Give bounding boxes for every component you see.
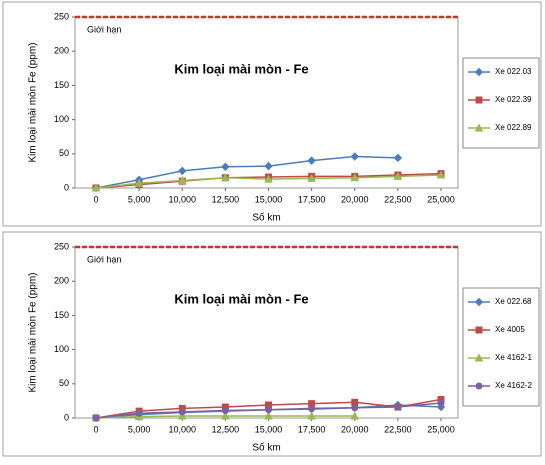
marker	[350, 411, 360, 420]
legend-marker	[475, 96, 483, 104]
x-tick-label: 5,000	[128, 194, 151, 204]
x-tick-label: 17,500	[298, 194, 326, 204]
marker	[350, 152, 359, 161]
marker	[436, 170, 446, 179]
legend-marker	[474, 123, 484, 132]
marker	[265, 406, 272, 414]
limit-label: Giới hạn	[87, 24, 121, 34]
marker	[177, 411, 187, 420]
legend-marker	[474, 353, 484, 362]
marker	[264, 161, 273, 171]
y-axis-title: Kim loại mài mòn Fe (ppm)	[28, 42, 39, 162]
marker	[437, 399, 445, 407]
legend-label: Xe 022.03	[495, 67, 532, 76]
marker	[178, 408, 186, 416]
marker	[177, 175, 187, 184]
marker	[351, 404, 359, 412]
x-tick-label: 25,000	[427, 194, 455, 204]
x-tick-label: 20,000	[341, 194, 369, 204]
legend-marker	[474, 67, 484, 77]
x-tick-label: 25,000	[427, 424, 455, 434]
x-tick-label: 22,500	[384, 194, 412, 204]
legend-label: Xe 022.68	[495, 297, 532, 306]
y-tick-label: 0	[64, 182, 69, 192]
marker	[264, 411, 273, 420]
y-tick-label: 0	[64, 412, 69, 422]
y-tick-label: 150	[54, 80, 69, 90]
y-tick-label: 50	[59, 378, 69, 388]
y-tick-label: 250	[54, 241, 69, 251]
x-tick-label: 17,500	[298, 424, 326, 434]
x-tick-label: 10,000	[168, 194, 196, 204]
marker	[135, 409, 143, 417]
marker	[221, 173, 230, 182]
chart-title: Kim loại mài mòn - Fe	[174, 61, 308, 76]
limit-label: Giới hạn	[87, 254, 121, 264]
marker	[393, 153, 403, 163]
y-tick-label: 100	[54, 114, 69, 124]
plot-area	[74, 246, 459, 419]
y-tick-label: 200	[54, 46, 69, 56]
marker	[91, 183, 101, 192]
legend-label: Xe 4162-1	[495, 353, 532, 362]
x-tick-label: 0	[93, 424, 98, 434]
x-tick-label: 0	[93, 194, 98, 204]
y-tick-label: 100	[54, 344, 69, 354]
legend-label: Xe 022.39	[495, 95, 532, 104]
x-tick-label: 22,500	[384, 424, 412, 434]
marker	[308, 404, 316, 412]
marker	[178, 166, 187, 176]
marker	[264, 174, 273, 183]
marker	[134, 178, 144, 187]
marker	[221, 411, 230, 420]
y-tick-label: 200	[54, 276, 69, 286]
x-tick-label: 15,000	[255, 194, 283, 204]
marker	[221, 162, 230, 172]
x-tick-label: 12,500	[212, 194, 240, 204]
legend-marker	[475, 382, 483, 390]
marker	[393, 171, 403, 180]
y-axis-title: Kim loại mài mòn Fe (ppm)	[28, 272, 39, 392]
marker	[92, 414, 100, 422]
legend-label: Xe 4162-2	[495, 381, 532, 390]
x-tick-label: 5,000	[128, 424, 151, 434]
legend-marker	[474, 297, 484, 307]
marker	[307, 411, 316, 420]
series-line	[95, 155, 398, 189]
marker	[307, 156, 316, 165]
x-axis-title: Số km	[252, 212, 280, 224]
x-tick-label: 10,000	[168, 424, 196, 434]
y-tick-label: 250	[54, 11, 69, 21]
legend-label: Xe 4005	[495, 325, 525, 334]
chart-title: Kim loại mài mòn - Fe	[174, 291, 308, 306]
marker	[221, 406, 229, 414]
marker	[350, 173, 360, 182]
y-tick-label: 150	[54, 310, 69, 320]
x-tick-label: 12,500	[212, 424, 240, 434]
plot-area	[74, 16, 459, 189]
x-axis-title: Số km	[252, 442, 280, 454]
y-tick-label: 50	[59, 148, 69, 158]
marker	[394, 403, 402, 411]
x-tick-label: 20,000	[341, 424, 369, 434]
legend-marker	[475, 326, 483, 334]
marker	[307, 173, 316, 182]
legend-label: Xe 022.89	[495, 123, 532, 132]
x-tick-label: 15,000	[255, 424, 283, 434]
